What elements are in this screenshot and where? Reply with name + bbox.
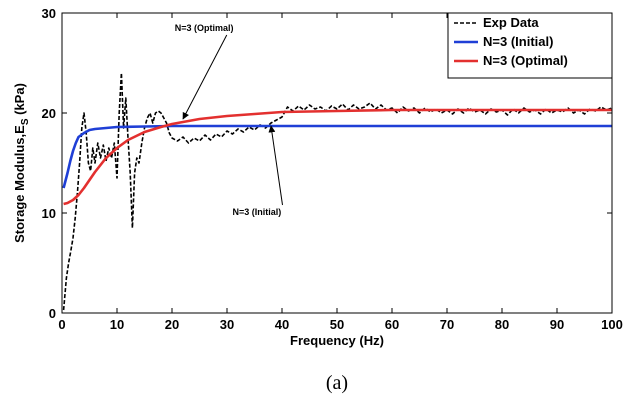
y-tick-label-0: 0	[49, 306, 56, 321]
legend-box	[447, 12, 613, 79]
x-tick-label-0: 0	[58, 317, 65, 332]
x-tick-label-9: 90	[550, 317, 564, 332]
axes-layer: 0 10 20 30 40 50 60 70 80 90 100 0 10 20 30	[42, 6, 623, 332]
x-tick-label-2: 20	[165, 317, 179, 332]
y-axis-label-main: Storage Modulus,E	[12, 125, 27, 243]
legend-label-1: N=3 (Initial)	[483, 34, 553, 49]
x-tick-label-8: 80	[495, 317, 509, 332]
annotation-label-0: N=3 (Optimal)	[175, 23, 234, 33]
x-axis-label: Frequency (Hz)	[290, 333, 384, 348]
annotation-arrow-0	[182, 34, 228, 120]
series-line-1	[62, 124, 612, 189]
legend: Exp Data N=3 (Initial) N=3 (Optimal)	[447, 12, 613, 79]
x-tick-label-5: 50	[330, 317, 344, 332]
legend-label-2: N=3 (Optimal)	[483, 53, 568, 68]
y-tick-label-3: 30	[42, 6, 56, 21]
y-tick-label-2: 20	[42, 106, 56, 121]
annotation-arrow-1	[268, 125, 283, 206]
series-line-0	[62, 72, 613, 311]
y-axis-label: Storage Modulus,ES (kPa)	[12, 83, 31, 243]
x-tick-label-6: 60	[385, 317, 399, 332]
annotation-layer: N=3 (Optimal) N=3 (Initial)	[175, 23, 283, 217]
x-tick-label-3: 30	[220, 317, 234, 332]
x-tick-label-7: 70	[440, 317, 454, 332]
x-tick-label-1: 10	[110, 317, 124, 332]
y-axis-label-subscript: S	[20, 118, 31, 125]
series-layer	[62, 72, 613, 311]
series-line-2	[63, 108, 612, 206]
y-axis-label-unit: (kPa)	[12, 83, 27, 118]
annotation-label-1: N=3 (Initial)	[233, 207, 282, 217]
figure-caption: (a)	[326, 372, 348, 394]
y-tick-label-1: 10	[42, 206, 56, 221]
legend-label-0: Exp Data	[483, 15, 539, 30]
x-tick-label-4: 40	[275, 317, 289, 332]
x-tick-label-10: 100	[601, 317, 623, 332]
